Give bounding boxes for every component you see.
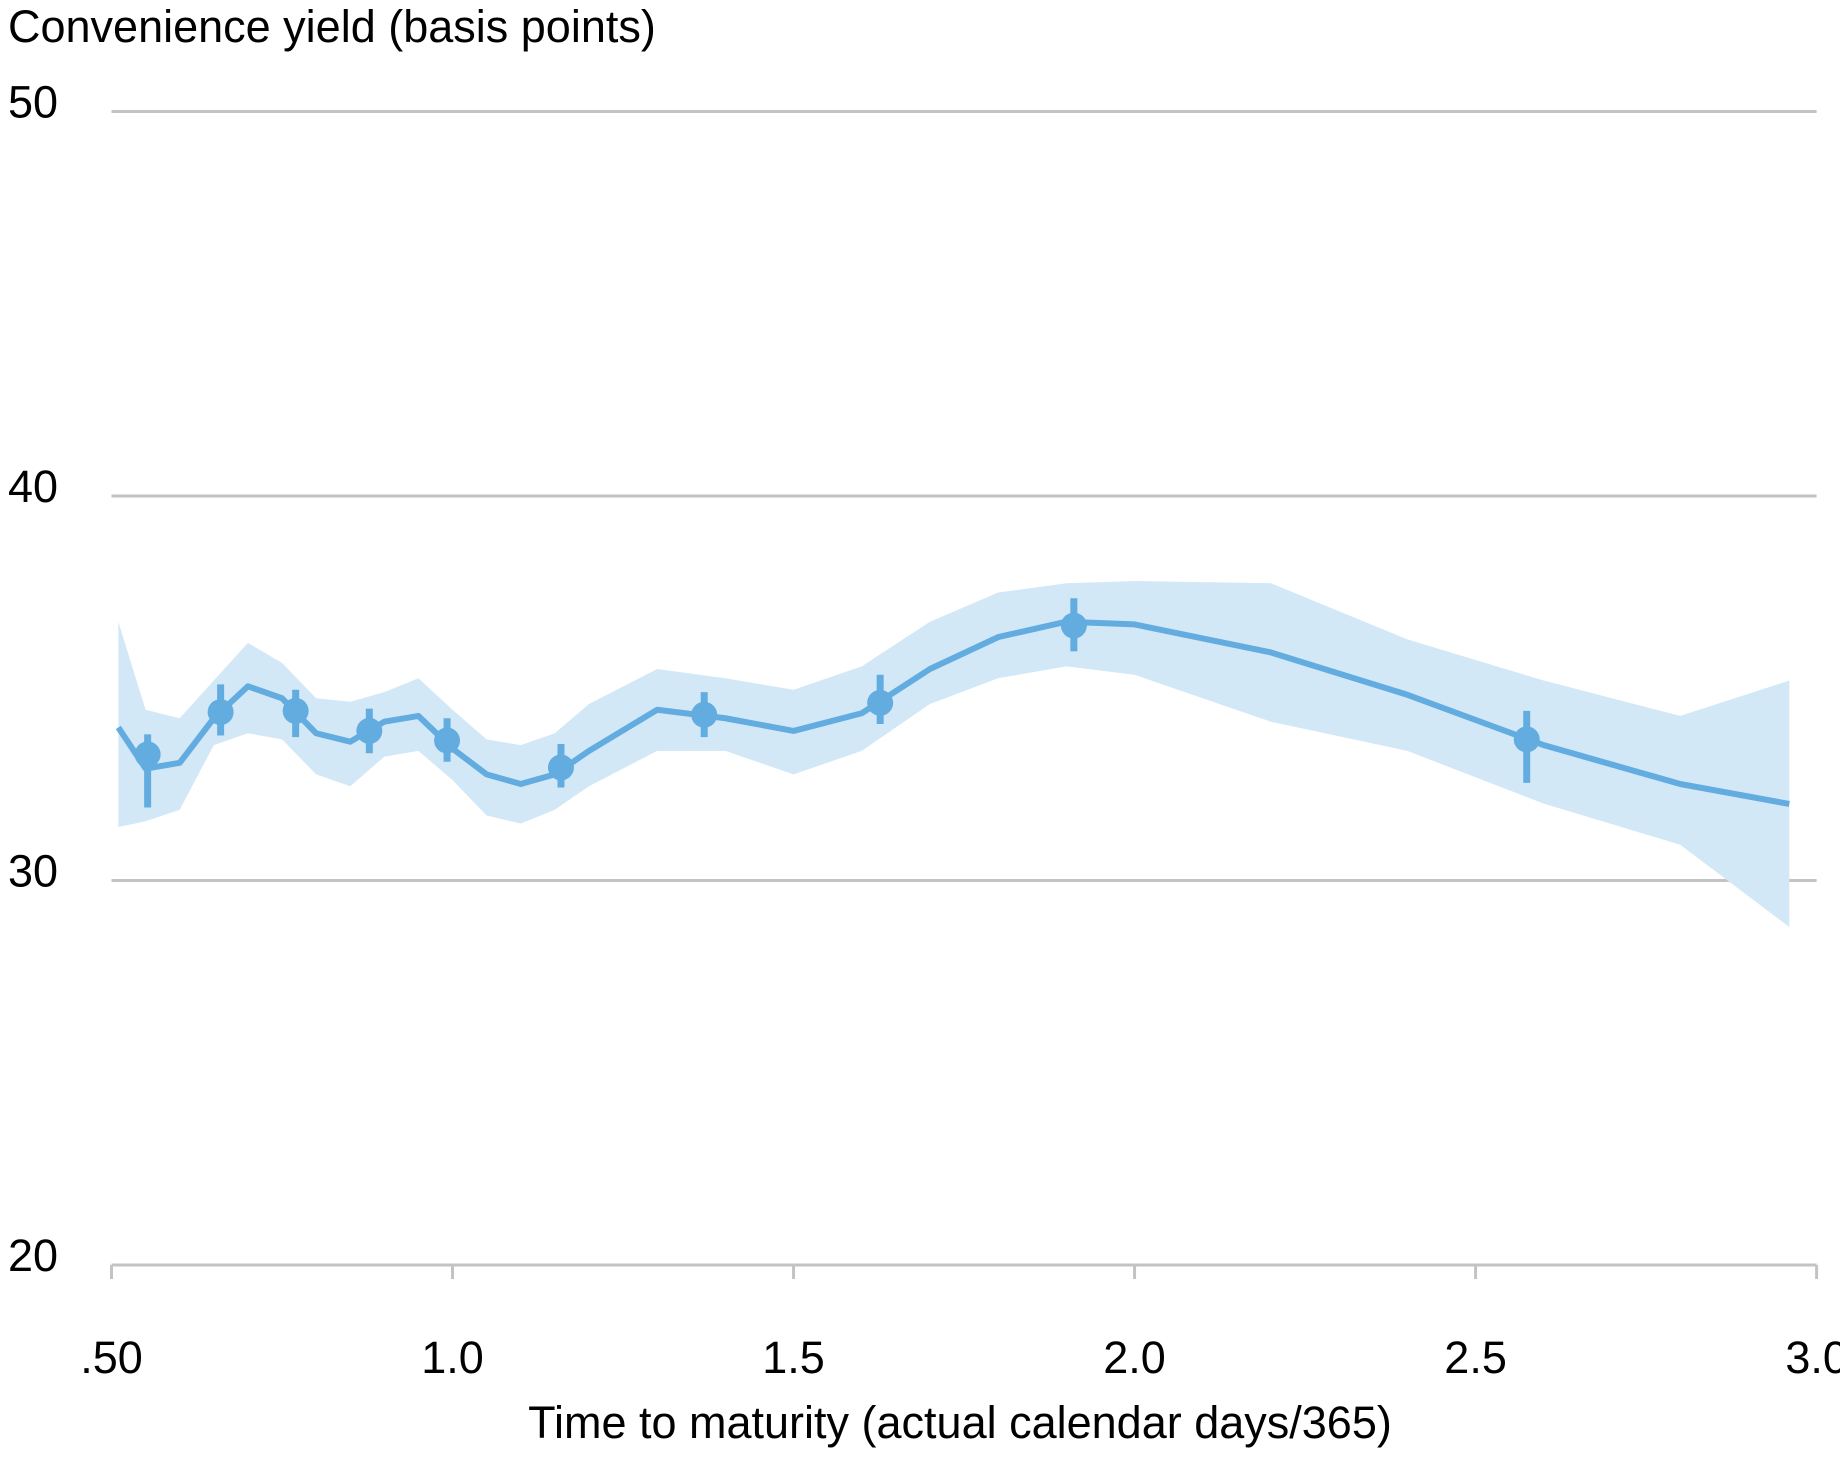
x-tick-label: 2.5 (1444, 1332, 1507, 1383)
data-point (1060, 612, 1087, 639)
data-point (867, 689, 894, 716)
data-point (1513, 726, 1540, 753)
x-tick-label: 2.0 (1103, 1332, 1166, 1383)
x-tick-label: .50 (80, 1332, 143, 1383)
y-axis-title: Convenience yield (basis points) (8, 1, 656, 52)
data-point (282, 697, 309, 724)
data-point (691, 701, 718, 728)
data-point (434, 727, 461, 754)
x-tick-label: 1.5 (762, 1332, 825, 1383)
y-tick-label: 30 (8, 845, 58, 896)
data-point (134, 741, 161, 768)
x-axis-title: Time to maturity (actual calendar days/3… (528, 1397, 1392, 1448)
data-point (547, 754, 574, 781)
y-tick-label: 40 (8, 461, 58, 512)
x-tick-label: 3.0 (1785, 1332, 1840, 1383)
x-tick-label: 1.0 (421, 1332, 484, 1383)
y-tick-label: 20 (8, 1230, 58, 1281)
confidence-band (118, 580, 1790, 928)
y-tick-label: 50 (8, 76, 58, 127)
data-point (207, 699, 234, 726)
data-point (356, 717, 383, 744)
